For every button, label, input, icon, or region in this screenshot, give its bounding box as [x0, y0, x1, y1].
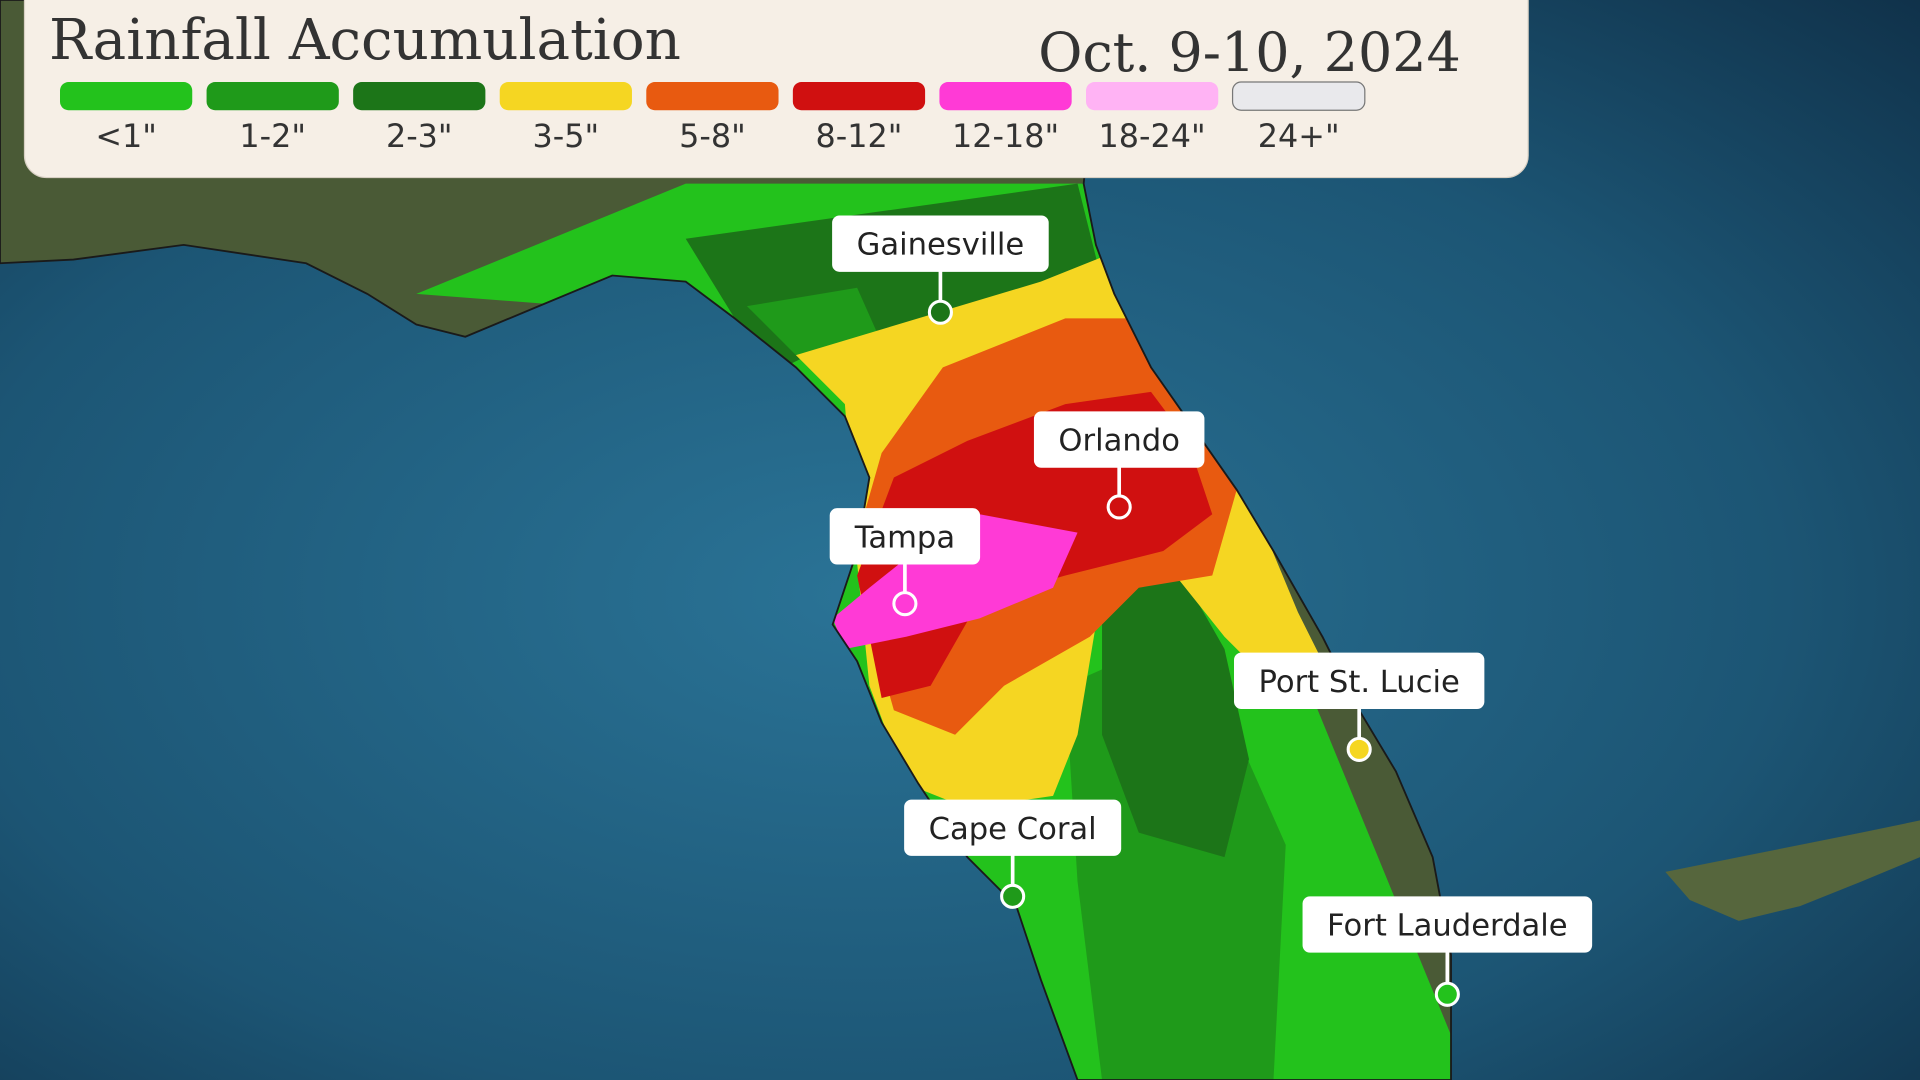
city-pin: Fort Lauderdale	[1302, 896, 1593, 1007]
city-pin: Orlando	[1033, 411, 1205, 520]
city-pin: Port St. Lucie	[1233, 652, 1485, 762]
city-label-box	[829, 508, 981, 565]
title: Rainfall Accumulation	[49, 8, 681, 73]
bahamas	[1665, 820, 1920, 921]
city-pins: Gainesville Orlando Tampa Port St. Lucie Cap…	[829, 215, 1593, 1007]
legend-label: 12-18"	[952, 117, 1059, 155]
legend-label: <1"	[95, 117, 157, 155]
city-pin: Gainesville	[832, 215, 1049, 325]
legend-label: 5-8"	[679, 117, 746, 155]
city-label-box	[1033, 411, 1205, 468]
pin-dot	[892, 591, 918, 617]
legend-swatch	[499, 82, 632, 111]
rain-layers	[416, 183, 1452, 1080]
legend-swatch	[939, 82, 1072, 111]
pin-dot	[1000, 883, 1026, 909]
legend-swatch	[792, 82, 926, 111]
legend-swatch	[206, 82, 339, 111]
legend-label: 24+"	[1258, 117, 1340, 155]
rain-area	[832, 514, 1078, 649]
pin-dot	[1434, 981, 1460, 1007]
city-label-box	[904, 799, 1122, 856]
legend-swatch	[60, 82, 193, 111]
city-label: Gainesville	[857, 228, 1025, 263]
city-pin: Tampa	[829, 508, 981, 617]
city-label: Port St. Lucie	[1258, 665, 1459, 700]
legend-swatch	[646, 82, 779, 111]
legend-swatch	[1086, 82, 1219, 111]
city-label: Orlando	[1058, 424, 1180, 459]
legend-label: 1-2"	[239, 117, 306, 155]
legend-label: 8-12"	[816, 117, 903, 155]
legend: Rainfall Accumulation Oct. 9-10, 2024 <1…	[23, 0, 1529, 179]
pin-dot	[927, 299, 953, 325]
legend-swatch	[1231, 81, 1366, 111]
pin-dot	[1106, 494, 1132, 520]
city-label: Tampa	[854, 520, 955, 555]
city-label: Cape Coral	[929, 812, 1097, 847]
city-label: Fort Lauderdale	[1327, 909, 1568, 944]
legend-swatch	[353, 82, 486, 111]
pin-dot	[1346, 736, 1372, 762]
city-pin: Cape Coral	[904, 799, 1122, 909]
legend-label: 3-5"	[533, 117, 600, 155]
city-label-box	[1233, 652, 1485, 709]
city-label-box	[832, 215, 1049, 272]
legend-label: 2-3"	[386, 117, 453, 155]
city-label-box	[1302, 896, 1593, 953]
date: Oct. 9-10, 2024	[1038, 21, 1461, 84]
rain-area	[1102, 563, 1249, 858]
legend-label: 18-24"	[1099, 117, 1206, 155]
